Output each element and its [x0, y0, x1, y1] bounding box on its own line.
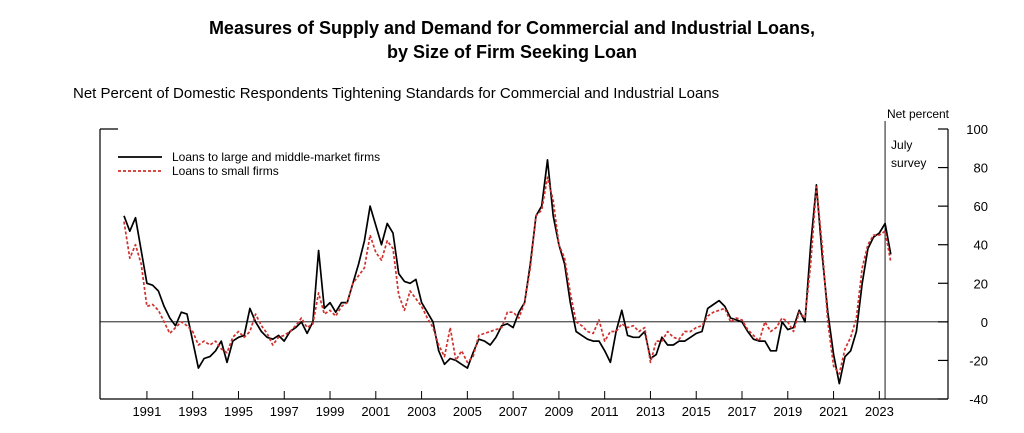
x-tick-label: 2007 [499, 404, 528, 419]
y-tick-label: 60 [974, 199, 988, 214]
x-tick-label: 2005 [453, 404, 482, 419]
annotation-label: survey [891, 156, 926, 170]
line-series [123, 159, 892, 385]
x-tick-label: 2009 [544, 404, 573, 419]
y-tick-label: 0 [981, 315, 988, 330]
x-tick-label: 2017 [728, 404, 757, 419]
x-tick-label: 2011 [591, 404, 619, 419]
x-tick-label: 1995 [224, 404, 253, 419]
x-tick-label: 2003 [407, 404, 436, 419]
y-axis-label: Net percent [887, 107, 950, 121]
annotation-label: July [891, 138, 912, 152]
x-tick-label: 2001 [361, 404, 390, 419]
x-tick-label: 2021 [819, 404, 848, 419]
x-tick-label: 1993 [178, 404, 207, 419]
legend-label: Loans to large and middle-market firms [172, 150, 380, 164]
y-tick-label: 80 [974, 161, 988, 176]
line-series [123, 176, 892, 375]
chart-title: by Size of Firm Seeking Loan [387, 42, 637, 62]
chart-subtitle: Net Percent of Domestic Respondents Tigh… [73, 85, 719, 102]
y-tick-label: 100 [966, 122, 988, 137]
x-tick-label: 2019 [773, 404, 802, 419]
x-tick-label: 2013 [636, 404, 665, 419]
chart-title: Measures of Supply and Demand for Commer… [209, 18, 815, 38]
legend-label: Loans to small firms [172, 164, 279, 178]
x-tick-label: 2023 [865, 404, 894, 419]
y-tick-label: 20 [974, 276, 988, 291]
x-tick-label: 1991 [132, 404, 161, 419]
y-tick-label: -40 [969, 392, 988, 407]
x-tick-label: 1997 [270, 404, 299, 419]
y-tick-label: -20 [969, 353, 988, 368]
x-tick-label: 1999 [316, 404, 345, 419]
y-tick-label: 40 [974, 238, 988, 253]
x-tick-label: 2015 [682, 404, 711, 419]
